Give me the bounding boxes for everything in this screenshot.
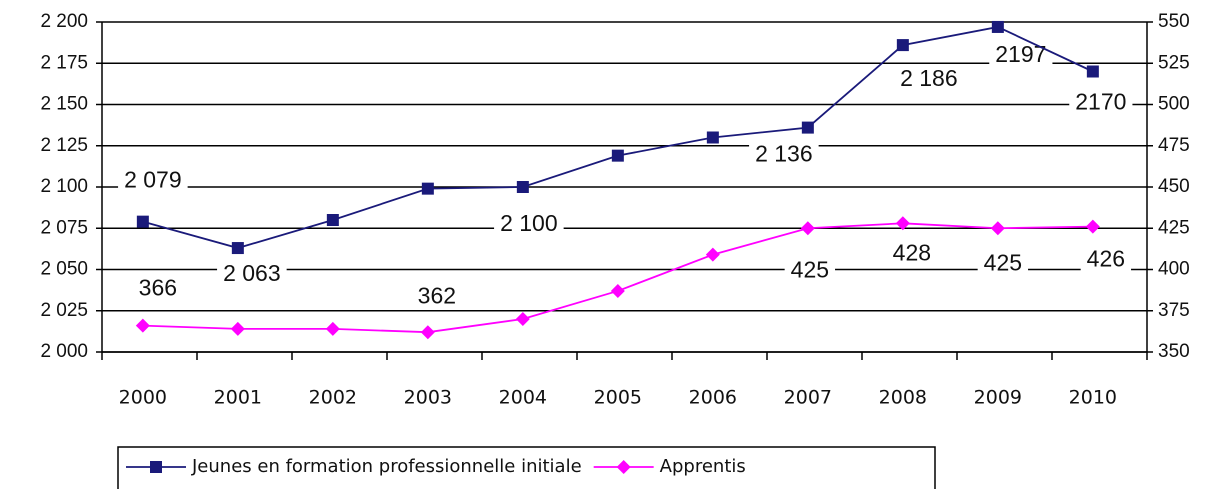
marker xyxy=(705,247,720,262)
marker xyxy=(895,216,910,231)
y2-tick-label: 550 xyxy=(1158,11,1190,32)
data-label: 425 xyxy=(984,249,1022,275)
marker xyxy=(326,214,339,226)
data-label-group: 2 136 xyxy=(749,140,819,167)
data-label-bg xyxy=(217,260,287,287)
data-label-bg xyxy=(411,282,463,309)
marker xyxy=(1086,65,1099,78)
y-tick-label: 2 025 xyxy=(40,300,88,321)
data-label-bg xyxy=(1069,88,1133,115)
marker xyxy=(706,131,719,144)
data-label-bg xyxy=(977,249,1029,276)
y2-tick-label: 500 xyxy=(1158,94,1190,115)
legend-marker xyxy=(616,460,631,474)
marker xyxy=(135,318,150,333)
marker xyxy=(800,221,815,236)
y-tick-label: 2 000 xyxy=(40,341,88,362)
data-label: 2170 xyxy=(1075,89,1126,115)
data-label: 366 xyxy=(139,275,177,301)
data-label-group: 425 xyxy=(977,249,1029,276)
legend-box xyxy=(117,446,936,489)
data-label-group: 428 xyxy=(886,239,938,266)
x-tick-label: 2007 xyxy=(784,387,832,409)
y2-tick-label: 450 xyxy=(1158,176,1190,197)
data-label-bg xyxy=(886,239,938,266)
x-tick-label: 2003 xyxy=(404,387,452,409)
marker xyxy=(1085,219,1100,234)
marker xyxy=(801,121,814,134)
y-tick-label: 2 150 xyxy=(40,94,88,115)
data-label-bg xyxy=(894,65,964,92)
data-label-bg xyxy=(989,41,1053,68)
data-labels: 2 079 2 063 2 100 2 136 2 186 2197 2170 366 362 4… xyxy=(118,41,1133,309)
data-label-group: 2 063 xyxy=(217,260,287,287)
x-tick-label: 2010 xyxy=(1069,387,1117,409)
data-label-bg xyxy=(784,256,836,283)
y2-tick-label: 375 xyxy=(1158,300,1190,321)
data-label-group: 2197 xyxy=(989,41,1053,68)
y-tick-label: 2 200 xyxy=(40,11,88,32)
x-tick-label: 2002 xyxy=(309,387,357,409)
marker xyxy=(420,325,435,340)
data-label-bg xyxy=(132,274,184,301)
x-tick-label: 2001 xyxy=(214,387,262,409)
y-tick-label: 2 050 xyxy=(40,259,88,280)
data-label-group: 425 xyxy=(784,256,836,283)
x-tick-label: 2005 xyxy=(594,387,642,409)
y2-tick-label: 400 xyxy=(1158,259,1190,280)
data-label-bg xyxy=(118,166,188,193)
y-tick-label: 2 075 xyxy=(40,217,88,238)
data-label-bg xyxy=(494,210,564,237)
x-tick-label: 2006 xyxy=(689,387,737,409)
y-tick-label: 2 175 xyxy=(40,52,88,73)
legend-label: Jeunes en formation professionnelle init… xyxy=(191,456,582,477)
legend-marker xyxy=(150,461,162,473)
marker xyxy=(610,283,625,298)
x-tick-label: 2004 xyxy=(499,387,547,409)
data-label: 2 079 xyxy=(124,167,182,193)
data-label: 2 063 xyxy=(223,260,281,286)
y2-tick-label: 525 xyxy=(1158,52,1190,73)
legend-label: Apprentis xyxy=(660,456,746,477)
y2-tick-label: 475 xyxy=(1158,135,1190,156)
data-label: 2 136 xyxy=(755,141,813,167)
data-label: 426 xyxy=(1087,246,1125,272)
data-label-group: 366 xyxy=(132,274,184,301)
marker xyxy=(515,312,530,326)
series-line xyxy=(142,26,1094,249)
marker xyxy=(136,215,149,228)
data-label-group: 362 xyxy=(411,282,463,309)
x-tick-label: 2008 xyxy=(879,387,927,409)
marker xyxy=(516,181,529,193)
data-label-bg xyxy=(1080,245,1132,272)
data-label-group: 2170 xyxy=(1069,88,1133,115)
data-label: 2197 xyxy=(995,41,1046,67)
data-label: 2 100 xyxy=(500,210,558,236)
marker xyxy=(990,221,1005,236)
y2-tick-label: 425 xyxy=(1158,217,1190,238)
y-tick-label: 2 125 xyxy=(40,135,88,156)
marker xyxy=(611,149,624,162)
data-label: 428 xyxy=(893,239,931,265)
x-tick-label: 2009 xyxy=(974,387,1022,409)
marker xyxy=(325,321,340,336)
data-label-group: 2 079 xyxy=(118,166,188,193)
y-tick-label: 2 100 xyxy=(40,176,88,197)
data-label-bg xyxy=(749,140,819,167)
x-tick-label: 2000 xyxy=(119,387,167,409)
data-label-group: 2 100 xyxy=(494,210,564,237)
data-label: 362 xyxy=(418,282,456,308)
data-label-group: 2 186 xyxy=(894,65,964,92)
y2-tick-label: 350 xyxy=(1158,341,1190,362)
data-label: 2 186 xyxy=(900,65,958,91)
marker xyxy=(230,321,245,336)
marker xyxy=(231,242,244,255)
marker xyxy=(991,20,1004,33)
marker xyxy=(421,182,434,195)
data-label: 425 xyxy=(791,256,829,282)
marker xyxy=(896,39,909,52)
data-label-group: 426 xyxy=(1080,245,1132,272)
